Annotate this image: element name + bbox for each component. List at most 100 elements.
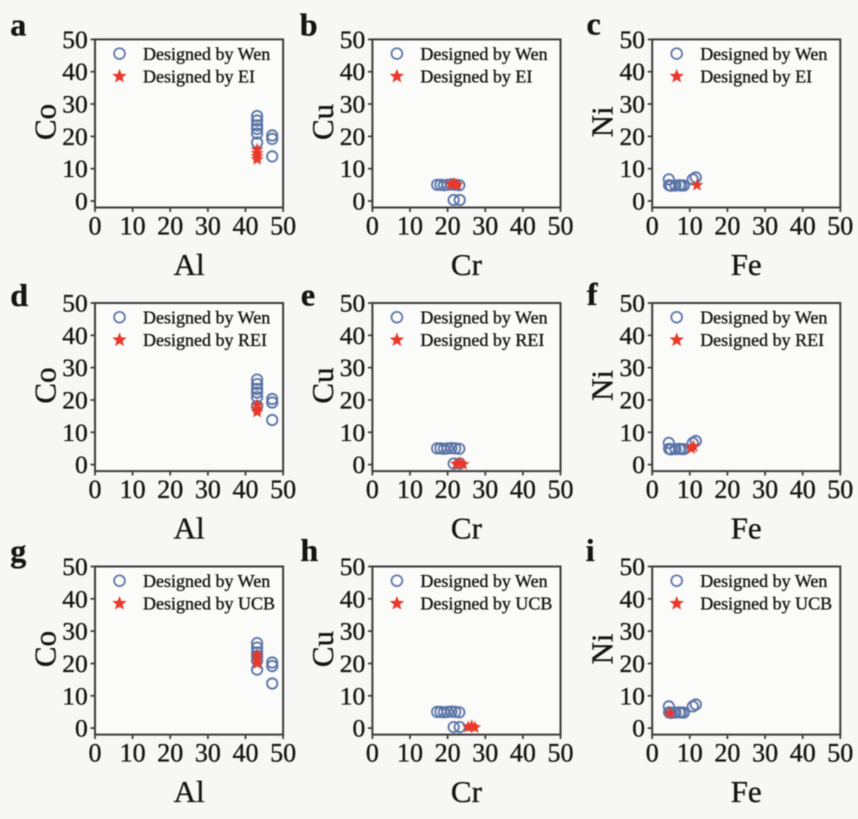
svg-text:g: g — [10, 533, 26, 569]
svg-text:Al: Al — [174, 247, 205, 282]
svg-text:50: 50 — [62, 552, 88, 581]
svg-text:10: 10 — [340, 154, 366, 183]
svg-text:50: 50 — [340, 289, 366, 318]
svg-text:Cu: Cu — [305, 104, 340, 140]
svg-text:0: 0 — [352, 714, 365, 743]
svg-text:10: 10 — [620, 681, 646, 710]
svg-text:Co: Co — [28, 104, 63, 140]
svg-text:20: 20 — [157, 739, 183, 768]
svg-text:f: f — [587, 276, 598, 312]
svg-text:i: i — [586, 532, 595, 568]
svg-text:20: 20 — [340, 386, 366, 415]
svg-text:40: 40 — [790, 739, 816, 768]
svg-text:Designed by Wen: Designed by Wen — [420, 307, 547, 327]
svg-text:20: 20 — [62, 386, 88, 415]
svg-text:10: 10 — [620, 418, 646, 447]
svg-text:Cu: Cu — [305, 631, 340, 667]
svg-text:d: d — [10, 277, 28, 313]
svg-text:40: 40 — [62, 321, 88, 350]
svg-text:30: 30 — [62, 90, 88, 119]
svg-text:0: 0 — [89, 211, 102, 240]
svg-text:50: 50 — [340, 552, 366, 581]
svg-text:10: 10 — [340, 418, 366, 447]
svg-text:Designed by Wen: Designed by Wen — [700, 571, 827, 591]
svg-text:Fe: Fe — [731, 774, 762, 809]
svg-text:10: 10 — [120, 211, 146, 240]
svg-text:10: 10 — [677, 211, 703, 240]
svg-text:10: 10 — [62, 154, 88, 183]
svg-text:20: 20 — [435, 211, 461, 240]
svg-text:0: 0 — [632, 714, 645, 743]
svg-text:50: 50 — [548, 211, 574, 240]
svg-text:10: 10 — [120, 739, 146, 768]
svg-text:40: 40 — [340, 321, 366, 350]
svg-text:40: 40 — [62, 584, 88, 613]
svg-text:c: c — [587, 6, 601, 42]
svg-text:40: 40 — [233, 739, 259, 768]
svg-text:Ni: Ni — [585, 633, 620, 664]
svg-text:Fe: Fe — [731, 247, 762, 282]
svg-text:10: 10 — [120, 475, 146, 504]
svg-text:30: 30 — [620, 617, 646, 646]
svg-text:20: 20 — [340, 122, 366, 151]
svg-text:30: 30 — [340, 617, 366, 646]
svg-text:40: 40 — [340, 584, 366, 613]
svg-text:h: h — [300, 532, 318, 568]
svg-text:50: 50 — [340, 25, 366, 54]
svg-text:30: 30 — [472, 211, 498, 240]
svg-text:50: 50 — [827, 475, 853, 504]
svg-text:10: 10 — [620, 154, 646, 183]
svg-text:0: 0 — [352, 187, 365, 216]
svg-text:50: 50 — [827, 739, 853, 768]
svg-text:40: 40 — [620, 584, 646, 613]
svg-text:0: 0 — [366, 739, 379, 768]
svg-text:Designed by Wen: Designed by Wen — [143, 44, 270, 64]
svg-text:Designed by UCB: Designed by UCB — [420, 594, 552, 614]
svg-text:30: 30 — [340, 90, 366, 119]
svg-text:0: 0 — [646, 739, 659, 768]
svg-text:40: 40 — [510, 211, 536, 240]
svg-text:10: 10 — [677, 739, 703, 768]
svg-text:30: 30 — [472, 739, 498, 768]
svg-text:10: 10 — [397, 739, 423, 768]
svg-text:40: 40 — [62, 57, 88, 86]
svg-text:50: 50 — [62, 289, 88, 318]
svg-text:40: 40 — [233, 475, 259, 504]
svg-text:Designed by REI: Designed by REI — [700, 330, 824, 350]
svg-text:0: 0 — [89, 475, 102, 504]
svg-text:Fe: Fe — [731, 510, 762, 545]
svg-text:Designed by Wen: Designed by Wen — [700, 307, 827, 327]
svg-text:30: 30 — [340, 353, 366, 382]
svg-text:Designed by EI: Designed by EI — [700, 67, 812, 87]
svg-text:Designed by EI: Designed by EI — [143, 67, 255, 87]
svg-text:10: 10 — [62, 681, 88, 710]
svg-text:20: 20 — [714, 211, 740, 240]
svg-text:40: 40 — [510, 739, 536, 768]
svg-text:30: 30 — [62, 353, 88, 382]
svg-text:50: 50 — [62, 25, 88, 54]
svg-text:50: 50 — [270, 739, 296, 768]
svg-text:20: 20 — [435, 739, 461, 768]
svg-text:0: 0 — [75, 450, 88, 479]
svg-text:10: 10 — [397, 211, 423, 240]
svg-text:Designed by Wen: Designed by Wen — [143, 307, 270, 327]
svg-text:Al: Al — [174, 774, 205, 809]
svg-text:Designed by UCB: Designed by UCB — [700, 594, 832, 614]
svg-text:40: 40 — [620, 57, 646, 86]
svg-text:b: b — [300, 6, 318, 42]
svg-text:Cr: Cr — [451, 510, 483, 545]
svg-text:40: 40 — [340, 57, 366, 86]
svg-text:30: 30 — [472, 475, 498, 504]
svg-text:40: 40 — [790, 211, 816, 240]
svg-text:Designed by Wen: Designed by Wen — [700, 44, 827, 64]
svg-text:Co: Co — [28, 367, 63, 403]
svg-text:Designed by EI: Designed by EI — [420, 67, 532, 87]
svg-text:10: 10 — [397, 475, 423, 504]
svg-text:Al: Al — [174, 510, 205, 545]
svg-text:a: a — [10, 6, 26, 42]
svg-text:50: 50 — [270, 475, 296, 504]
svg-text:0: 0 — [366, 475, 379, 504]
svg-text:20: 20 — [620, 386, 646, 415]
svg-text:e: e — [301, 277, 315, 313]
svg-text:20: 20 — [62, 122, 88, 151]
